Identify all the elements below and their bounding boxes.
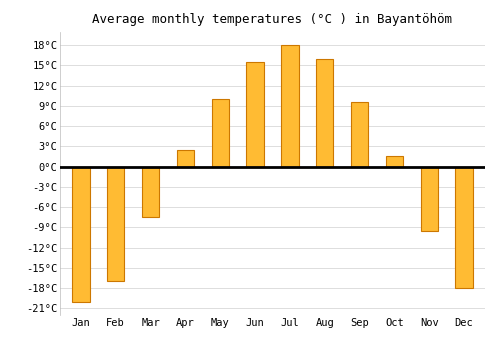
Bar xyxy=(142,167,160,217)
Bar xyxy=(212,99,229,167)
Bar xyxy=(107,167,124,281)
Bar xyxy=(351,103,368,167)
Bar xyxy=(420,167,438,231)
Bar xyxy=(456,167,473,288)
Bar xyxy=(316,58,334,167)
Bar xyxy=(72,167,90,301)
Title: Average monthly temperatures (°C ) in Bayantöhöm: Average monthly temperatures (°C ) in Ba… xyxy=(92,13,452,26)
Bar xyxy=(386,156,403,167)
Bar xyxy=(246,62,264,167)
Bar xyxy=(176,150,194,167)
Bar xyxy=(281,45,298,167)
